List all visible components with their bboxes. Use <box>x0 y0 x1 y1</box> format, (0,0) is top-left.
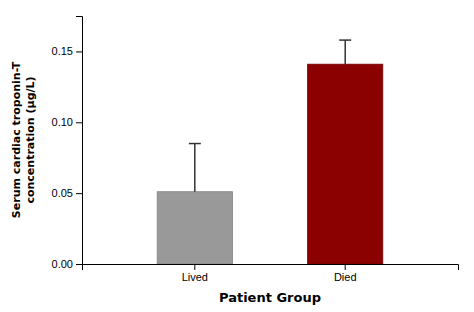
marks <box>157 40 383 264</box>
error-stem <box>194 144 196 192</box>
y-tick-label: 0.05 <box>52 187 73 199</box>
error-cap <box>339 39 351 41</box>
y-tick-mark <box>76 264 82 265</box>
y-tick-mark <box>76 51 82 52</box>
y-axis: 0.00 0.05 0.10 0.15 <box>52 17 83 271</box>
bar <box>308 64 383 264</box>
x-axis-title: Patient Group <box>219 290 321 305</box>
y-tick: 0.10 <box>52 116 82 128</box>
y-axis-line <box>76 17 83 265</box>
x-tick-label: Lived <box>182 271 208 283</box>
y-tick: 0.00 <box>52 258 82 270</box>
x-tick: Lived <box>182 264 208 283</box>
x-tick-mark <box>345 264 346 270</box>
y-tick-label: 0.00 <box>52 258 73 270</box>
y-tick: 0.15 <box>52 45 82 57</box>
error-bar <box>339 40 351 64</box>
y-axis-title-line: Serum cardiac troponin-T <box>10 61 23 218</box>
plot: 0.00 0.05 0.10 0.15 Lived Died <box>52 17 459 283</box>
y-axis-title: Serum cardiac troponin-Tconcentration (μ… <box>10 61 37 218</box>
chart-container: 0.00 0.05 0.10 0.15 Lived Died Patient Group Se… <box>0 0 474 312</box>
x-axis-line <box>83 265 459 271</box>
x-axis: Lived Died <box>83 264 459 283</box>
y-tick: 0.05 <box>52 187 82 199</box>
y-tick-label: 0.10 <box>52 116 73 128</box>
x-tick-mark <box>194 264 195 270</box>
x-tick: Died <box>334 264 357 283</box>
error-bar <box>189 144 201 192</box>
error-stem <box>344 40 346 64</box>
y-tick-label: 0.15 <box>52 45 73 57</box>
y-axis-title-line: concentration (μg/L) <box>24 76 37 203</box>
y-tick-mark <box>76 122 82 123</box>
y-tick-mark <box>76 193 82 194</box>
bar <box>157 192 232 264</box>
x-tick-label: Died <box>334 271 357 283</box>
error-cap <box>189 143 201 145</box>
chart: 0.00 0.05 0.10 0.15 Lived Died Patient Group Se… <box>0 0 474 312</box>
